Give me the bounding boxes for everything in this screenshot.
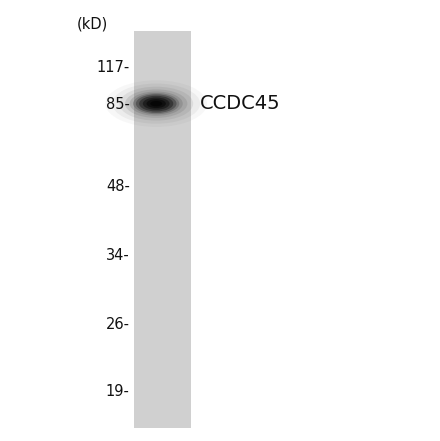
Ellipse shape: [125, 90, 187, 118]
Ellipse shape: [130, 91, 183, 116]
Text: CCDC45: CCDC45: [200, 94, 281, 113]
Ellipse shape: [147, 99, 166, 108]
Ellipse shape: [112, 83, 200, 124]
Text: 26-: 26-: [106, 317, 130, 332]
Text: 34-: 34-: [106, 248, 130, 263]
Ellipse shape: [119, 87, 193, 120]
Text: 19-: 19-: [106, 384, 130, 399]
Text: 85-: 85-: [106, 97, 130, 112]
Bar: [134, 31, 191, 428]
Ellipse shape: [139, 96, 173, 112]
Text: (kD): (kD): [77, 17, 108, 32]
Ellipse shape: [150, 101, 162, 106]
Ellipse shape: [133, 93, 180, 114]
Text: 48-: 48-: [106, 179, 130, 194]
Ellipse shape: [136, 94, 176, 113]
Ellipse shape: [143, 97, 169, 110]
Text: 117-: 117-: [96, 60, 130, 75]
